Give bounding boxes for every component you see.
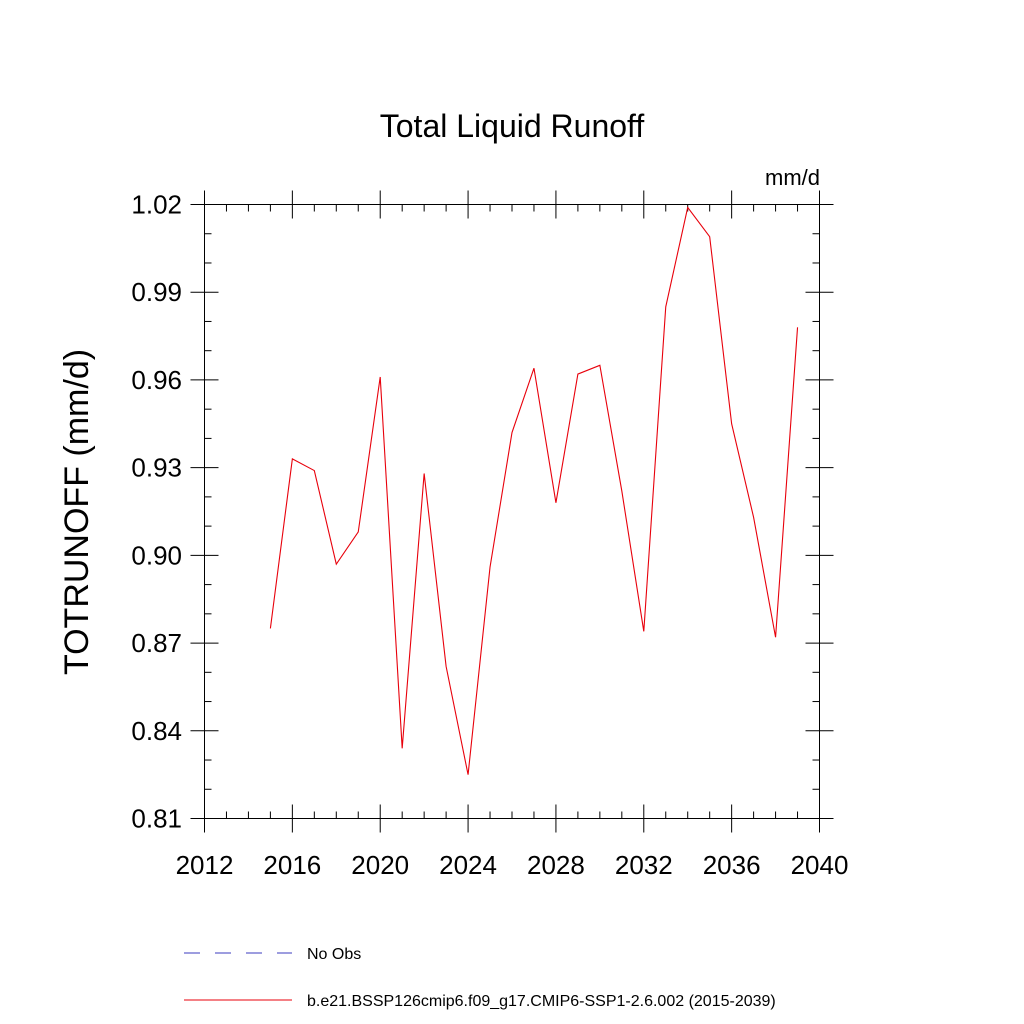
legend-label-no-obs: No Obs	[307, 946, 361, 963]
x-tick-label: 2016	[263, 850, 321, 880]
y-tick-label: 0.96	[131, 365, 182, 395]
x-tick-labels: 2012 2016 2020 2024 2028 2032 2036 2040	[176, 850, 849, 880]
x-tick-label: 2032	[615, 850, 673, 880]
x-tick-label: 2040	[791, 850, 849, 880]
x-tick-label: 2012	[176, 850, 234, 880]
units-label: mm/d	[765, 165, 820, 190]
x-tick-label: 2028	[527, 850, 585, 880]
x-tick-label: 2024	[439, 850, 497, 880]
y-tick-labels: 0.81 0.84 0.87 0.90 0.93 0.96 0.99 1.02	[131, 190, 182, 834]
plot-data	[269, 206, 799, 775]
series-line-0	[269, 206, 799, 775]
y-tick-label: 0.93	[131, 453, 182, 483]
legend-label-model: b.e21.BSSP126cmip6.f09_g17.CMIP6-SSP1-2.…	[307, 993, 776, 1010]
axis-ticks	[190, 190, 834, 833]
chart-title: Total Liquid Runoff	[380, 108, 645, 144]
y-tick-label: 0.84	[131, 716, 182, 746]
x-tick-label: 2036	[703, 850, 761, 880]
y-axis-label: TOTRUNOFF (mm/d)	[58, 349, 96, 675]
x-tick-label: 2020	[351, 850, 409, 880]
plot-frame	[204, 204, 820, 819]
y-tick-label: 1.02	[131, 190, 182, 220]
y-tick-label: 0.99	[131, 277, 182, 307]
y-tick-label: 0.90	[131, 540, 182, 570]
legend: No Obs b.e21.BSSP126cmip6.f09_g17.CMIP6-…	[184, 946, 776, 1010]
y-tick-label: 0.81	[131, 804, 182, 834]
y-tick-label: 0.87	[131, 628, 182, 658]
